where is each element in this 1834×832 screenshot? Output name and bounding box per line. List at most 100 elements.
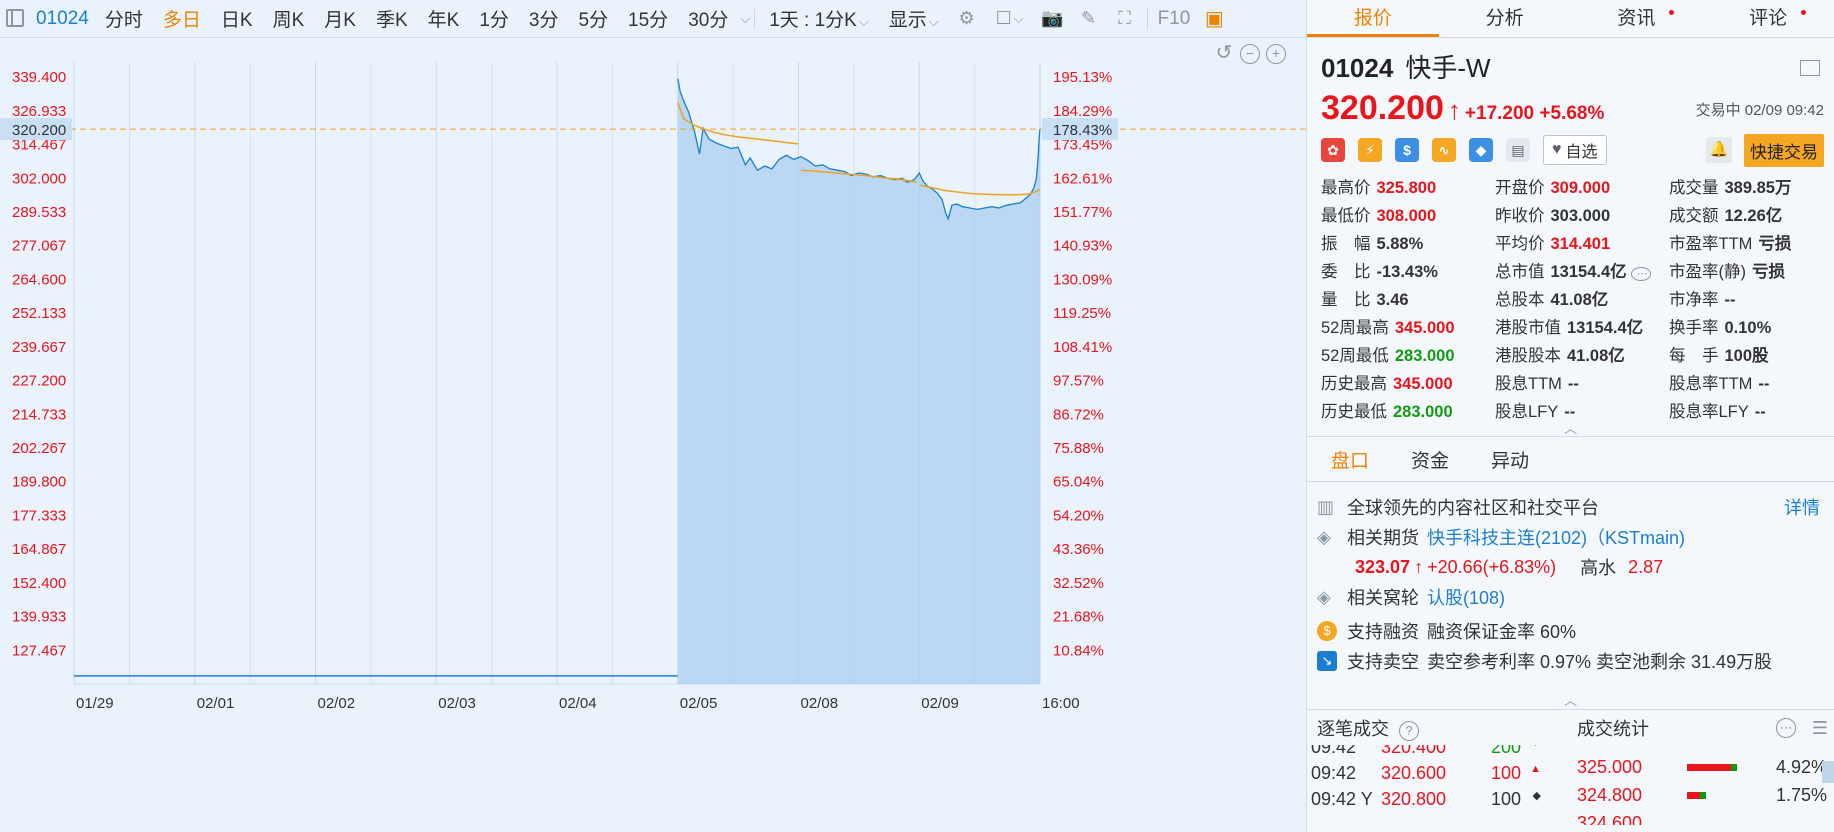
- period-tab[interactable]: 30分: [688, 10, 729, 31]
- stat-value: --: [1754, 403, 1766, 421]
- period-tab[interactable]: 月K: [324, 10, 356, 31]
- stat-item: 52周最低 283.000: [1321, 342, 1495, 366]
- date-tick-label: 02/04: [559, 695, 597, 712]
- stat-label: 市净率: [1669, 291, 1719, 309]
- tag-icon[interactable]: ◆: [1469, 138, 1493, 162]
- more-options-icon[interactable]: ⋯: [1776, 718, 1796, 738]
- panel-tab[interactable]: 报价: [1307, 0, 1439, 37]
- stat-value: 345.000: [1394, 319, 1455, 337]
- stat-item: 52周最高 345.000: [1321, 314, 1495, 338]
- panel-tab[interactable]: 评论: [1702, 0, 1834, 37]
- futures-label: 相关期货: [1347, 528, 1419, 548]
- zoom-in-icon[interactable]: +: [1266, 44, 1286, 64]
- layers-icon: ◈: [1317, 527, 1331, 547]
- pct-tick-label: 65.04%: [1053, 474, 1104, 491]
- stock-title: 01024 快手-W: [1321, 48, 1820, 85]
- toolbar-stock-code[interactable]: 01024: [36, 7, 89, 29]
- pct-tick-label: 86.72%: [1053, 406, 1104, 423]
- panel-toggle-icon[interactable]: ▣: [1204, 8, 1224, 30]
- period-tab[interactable]: 3分: [528, 10, 559, 31]
- period-tab[interactable]: 分时: [104, 10, 143, 31]
- stat-value: 303.000: [1550, 207, 1611, 225]
- warrant-link[interactable]: 认股(108): [1427, 588, 1506, 608]
- add-watchlist-button[interactable]: ♥ 自选: [1543, 135, 1607, 165]
- warrant-label: 相关窝轮: [1347, 588, 1419, 608]
- average-price-line: [677, 102, 799, 145]
- interval-select[interactable]: 1天 : 1分K ⌵: [759, 5, 879, 32]
- list-icon[interactable]: ☰: [1811, 718, 1828, 738]
- panel-layout-icon[interactable]: [1800, 60, 1820, 76]
- stat-item: 量 比 3.46: [1321, 286, 1495, 310]
- period-tab[interactable]: 15分: [628, 10, 669, 31]
- more-periods-chevron-icon[interactable]: ⌵: [740, 10, 751, 26]
- dollar-icon[interactable]: $: [1395, 138, 1419, 162]
- stat-label: 52周最低: [1321, 347, 1389, 365]
- period-tab[interactable]: 日K: [220, 10, 253, 31]
- display-select[interactable]: 显示 ⌵: [879, 5, 949, 32]
- scrollbar[interactable]: [1822, 761, 1834, 783]
- futures-link[interactable]: 快手科技主连(2102)（KSTmain): [1427, 528, 1686, 548]
- arrow-up-icon: ↑: [1447, 95, 1461, 125]
- period-tab[interactable]: 1分: [479, 10, 509, 31]
- fullscreen-icon[interactable]: ⛶: [1118, 8, 1131, 28]
- ticks-body[interactable]: 09:42 320.400 200▼ 09:42 320.600 100 ▲ 09:42 Y 3…: [1307, 745, 1834, 825]
- detail-link[interactable]: 详情: [1784, 498, 1820, 518]
- price-change: +17.200 +5.68%: [1464, 103, 1605, 124]
- period-tab[interactable]: 5分: [578, 10, 609, 31]
- chevron-down-icon: ⌵: [928, 14, 939, 29]
- period-tab[interactable]: 多日: [162, 10, 201, 31]
- period-tab[interactable]: 周K: [272, 10, 305, 31]
- detail-tab[interactable]: 异动: [1491, 450, 1530, 472]
- f10-button[interactable]: F10: [1157, 7, 1191, 29]
- drawing-shape-icon[interactable]: ☐ ⌵: [995, 8, 1024, 28]
- stock-code: 01024: [1321, 53, 1394, 83]
- period-tab[interactable]: 季K: [375, 10, 408, 31]
- price-tick-label: 214.733: [12, 406, 66, 423]
- tick-price: 320.800: [1381, 789, 1447, 809]
- pct-tick-label: 130.09%: [1053, 271, 1112, 288]
- price-chart[interactable]: 339.400 195.13% 326.933 184.29% 314.467 173.4…: [0, 38, 1306, 832]
- tick-direction-icon: ▲: [1530, 763, 1541, 775]
- lightning-icon[interactable]: ⚡: [1358, 138, 1382, 162]
- margin-label: 支持融资: [1347, 622, 1419, 642]
- hk-flag-icon[interactable]: ✿: [1321, 138, 1345, 162]
- bookmark-icon[interactable]: ▤: [1506, 138, 1530, 162]
- reset-icon[interactable]: ↺: [1215, 42, 1233, 64]
- detail-tabs: 盘口 资金 异动: [1307, 436, 1834, 482]
- stat-value: 13154.4亿: [1550, 263, 1627, 281]
- help-icon[interactable]: ?: [1399, 720, 1419, 741]
- panel-tab[interactable]: 资讯: [1571, 0, 1703, 37]
- collapse-info-chevron-up-icon[interactable]: ︿: [1563, 693, 1577, 708]
- stat-label: 每 手: [1669, 347, 1719, 365]
- price-line: 320.200 ↑ +17.200 +5.68%: [1321, 89, 1820, 128]
- stat-label: 股息率TTM: [1669, 375, 1753, 393]
- stat-value: 308.000: [1376, 207, 1437, 225]
- stat-value: 12.26亿: [1724, 207, 1783, 225]
- trend-icon[interactable]: ∿: [1432, 138, 1456, 162]
- stock-name: 快手-W: [1405, 53, 1491, 83]
- stat-item: 港股市值 13154.4亿: [1495, 314, 1669, 338]
- panel-tab[interactable]: 分析: [1439, 0, 1571, 37]
- tick-time: 09:42: [1311, 763, 1357, 783]
- detail-tab[interactable]: 资金: [1411, 450, 1450, 472]
- more-icon[interactable]: ⋯: [1630, 267, 1651, 281]
- stat-item: 历史最高 345.000: [1321, 370, 1495, 394]
- volume-stats-title[interactable]: 成交统计: [1577, 718, 1649, 739]
- collapse-stats-chevron-up-icon[interactable]: ︿: [1563, 421, 1577, 436]
- zoom-out-icon[interactable]: −: [1240, 44, 1260, 64]
- stat-value: 41.08亿: [1567, 347, 1625, 365]
- stat-value: 5.88%: [1376, 235, 1424, 253]
- layers-icon: ◈: [1317, 587, 1331, 607]
- detail-tab[interactable]: 盘口: [1331, 450, 1370, 472]
- pencil-icon[interactable]: ✎: [1081, 8, 1097, 28]
- settings-gear-icon[interactable]: ⚙: [958, 8, 975, 28]
- short-label: 支持卖空: [1347, 652, 1419, 672]
- quick-trade-button[interactable]: 快捷交易: [1744, 133, 1824, 167]
- bell-icon[interactable]: 🔔: [1706, 137, 1732, 163]
- stat-label: 换手率: [1669, 319, 1719, 337]
- ticks-title[interactable]: 逐笔成交: [1317, 718, 1389, 739]
- toggle-sidebar-icon[interactable]: [6, 9, 24, 27]
- stat-item: 振 幅 5.88%: [1321, 230, 1495, 254]
- period-tab[interactable]: 年K: [427, 10, 460, 31]
- camera-icon[interactable]: 📷: [1041, 8, 1064, 28]
